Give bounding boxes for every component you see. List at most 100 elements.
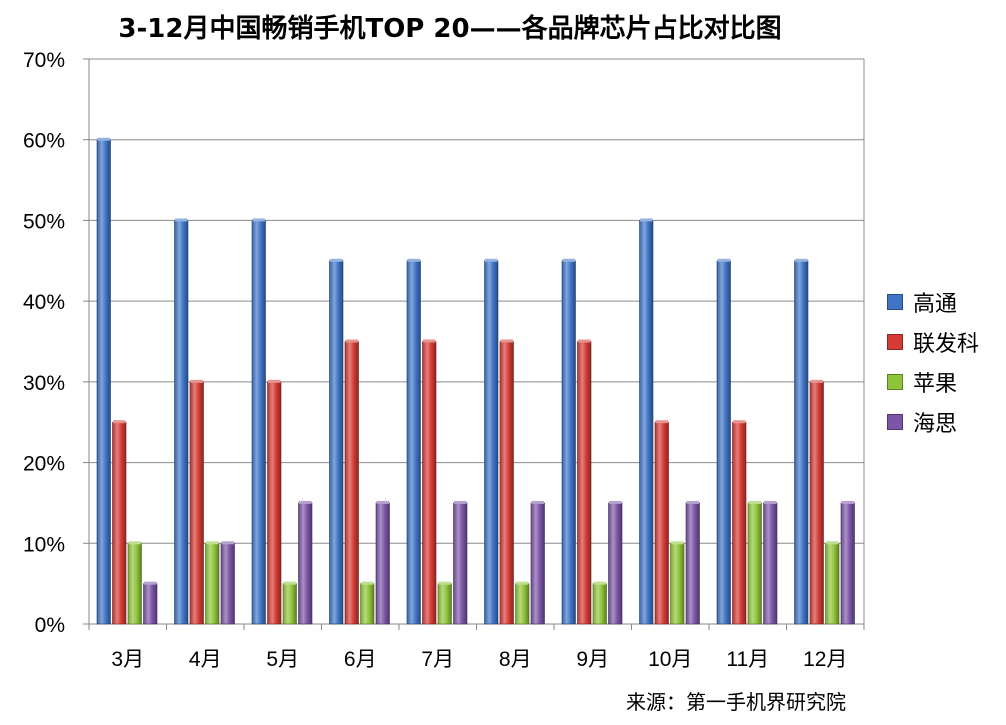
- bar-cap: [795, 258, 808, 262]
- bar-cap: [190, 379, 203, 383]
- legend-swatch: [887, 334, 903, 350]
- bar-cap: [841, 500, 854, 504]
- bar-高通-4月: [174, 220, 189, 625]
- bar-联发科-7月: [422, 341, 437, 625]
- bar-高通-8月: [484, 260, 499, 625]
- bar-cap: [593, 581, 606, 585]
- bar-联发科-5月: [267, 381, 282, 625]
- legend-item: 海思: [887, 402, 979, 442]
- y-tick-label: 40%: [23, 291, 65, 314]
- bar-cap: [268, 379, 281, 383]
- bar-cap: [609, 500, 622, 504]
- legend-label: 苹果: [913, 372, 958, 397]
- bar-高通-12月: [794, 260, 809, 625]
- bar-cap: [206, 541, 219, 545]
- bar-联发科-12月: [809, 381, 824, 625]
- bar-cap: [221, 541, 234, 545]
- legend-label: 高通: [913, 292, 958, 317]
- bar-cap: [531, 500, 544, 504]
- bar-苹果-9月: [592, 583, 607, 625]
- bar-海思-12月: [840, 502, 855, 625]
- bar-联发科-8月: [499, 341, 514, 625]
- bar-cap: [655, 420, 668, 424]
- bar-cap: [826, 541, 839, 545]
- bar-联发科-4月: [189, 381, 204, 625]
- legend-item: 高通: [887, 282, 979, 322]
- bar-海思-6月: [375, 502, 390, 625]
- bar-海思-3月: [143, 583, 158, 625]
- bar-cap: [671, 541, 684, 545]
- bar-联发科-10月: [654, 421, 669, 625]
- x-tick-label: 7月: [421, 648, 454, 671]
- x-tick-label: 6月: [344, 648, 377, 671]
- y-tick-label: 0%: [35, 614, 65, 637]
- bar-cap: [454, 500, 467, 504]
- bar-海思-10月: [685, 502, 700, 625]
- bar-高通-10月: [639, 220, 654, 625]
- bar-苹果-6月: [360, 583, 375, 625]
- y-tick-label: 50%: [23, 210, 65, 233]
- legend: 高通 联发科 苹果 海思: [887, 282, 979, 442]
- y-tick-label: 20%: [23, 453, 65, 476]
- bar-海思-8月: [530, 502, 545, 625]
- x-tick-label: 12月: [803, 648, 847, 671]
- bar-联发科-3月: [112, 421, 127, 625]
- bar-联发科-9月: [577, 341, 592, 625]
- legend-item: 苹果: [887, 362, 979, 402]
- y-tick-label: 30%: [23, 372, 65, 395]
- bar-cap: [299, 500, 312, 504]
- legend-swatch: [887, 414, 903, 430]
- bar-cap: [640, 218, 653, 222]
- bar-cap: [361, 581, 374, 585]
- legend-item: 联发科: [887, 322, 979, 362]
- bar-联发科-6月: [344, 341, 359, 625]
- bar-cap: [113, 420, 126, 424]
- source-note: 来源：第一手机界研究院: [626, 690, 846, 714]
- bar-高通-11月: [716, 260, 731, 625]
- legend-label: 联发科: [913, 332, 980, 357]
- y-tick-label: 10%: [23, 533, 65, 556]
- bar-联发科-11月: [732, 421, 747, 625]
- x-tick-label: 11月: [726, 648, 769, 671]
- bar-高通-3月: [96, 139, 111, 625]
- x-tick-label: 3月: [111, 648, 144, 671]
- bar-cap: [376, 500, 389, 504]
- bar-cap: [330, 258, 343, 262]
- x-tick-label: 5月: [266, 648, 299, 671]
- x-tick-label: 8月: [499, 648, 532, 671]
- bar-cap: [562, 258, 575, 262]
- bar-海思-7月: [453, 502, 468, 625]
- bar-高通-9月: [561, 260, 576, 625]
- bar-苹果-8月: [515, 583, 530, 625]
- x-tick-label: 10月: [648, 648, 692, 671]
- bar-cap: [485, 258, 498, 262]
- bar-高通-6月: [329, 260, 344, 625]
- bar-cap: [748, 500, 761, 504]
- bar-cap: [500, 339, 513, 343]
- bar-cap: [175, 218, 188, 222]
- y-tick-label: 60%: [23, 130, 65, 153]
- bar-cap: [283, 581, 296, 585]
- bar-海思-5月: [298, 502, 313, 625]
- bar-cap: [345, 339, 358, 343]
- bar-海思-11月: [763, 502, 778, 625]
- bar-cap: [97, 137, 110, 141]
- bar-苹果-5月: [282, 583, 297, 625]
- bar-cap: [423, 339, 436, 343]
- bar-cap: [128, 541, 141, 545]
- bar-苹果-12月: [825, 542, 840, 625]
- legend-swatch: [887, 294, 903, 310]
- bar-cap: [407, 258, 420, 262]
- bar-苹果-11月: [747, 502, 762, 625]
- bar-海思-4月: [220, 542, 235, 625]
- bar-cap: [810, 379, 823, 383]
- bar-海思-9月: [608, 502, 623, 625]
- bar-苹果-10月: [670, 542, 685, 625]
- chart-title: 3-12月中国畅销手机TOP 20——各品牌芯片占比对比图: [118, 14, 782, 44]
- bar-苹果-4月: [205, 542, 220, 625]
- bar-cap: [438, 581, 451, 585]
- x-tick-label: 4月: [189, 648, 222, 671]
- bar-高通-7月: [406, 260, 421, 625]
